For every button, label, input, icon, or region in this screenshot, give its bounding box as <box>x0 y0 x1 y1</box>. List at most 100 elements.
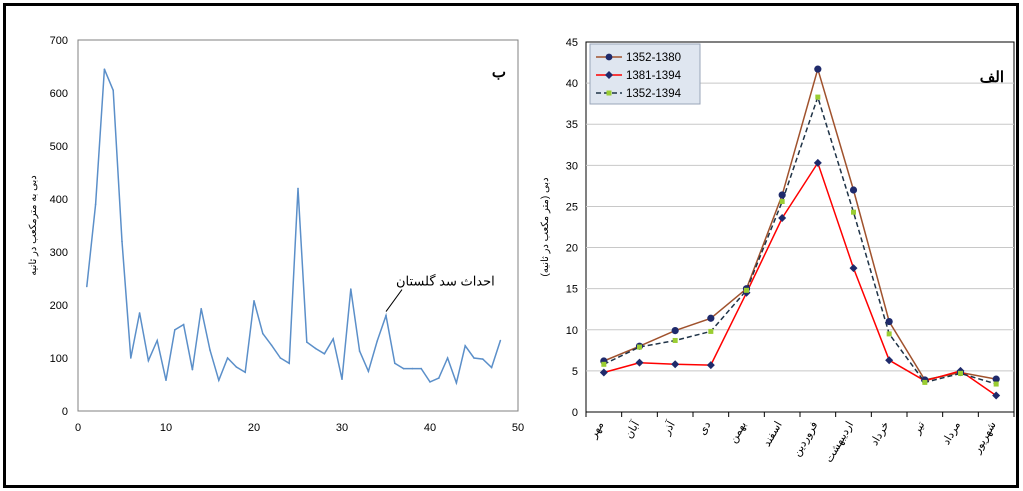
panel-label: ب <box>492 64 506 81</box>
data-point <box>358 350 361 352</box>
marker-square <box>958 370 963 376</box>
data-point <box>94 203 97 206</box>
marker-circle <box>849 186 858 194</box>
marker-square <box>708 328 714 334</box>
x-tick-label: مرداد <box>940 419 963 447</box>
y-axis-label: دبی به مترمکعب در ثانیه <box>28 175 39 276</box>
data-point <box>191 368 194 371</box>
data-point <box>182 323 185 326</box>
data-point <box>86 285 88 288</box>
chart-alef-svg: 0 5 10 15 20 25 30 35 40 45 مهر آبان آذر دی بهمن اسفند ف… <box>540 37 1015 465</box>
x-tick-label: آذر <box>659 418 678 438</box>
annotation-leader <box>385 289 403 312</box>
data-point <box>156 339 158 342</box>
x-tick-label: خرداد <box>869 420 892 448</box>
x-tick-label: 30 <box>336 422 348 434</box>
data-point <box>130 357 132 359</box>
data-point <box>385 314 387 317</box>
data-point <box>464 345 467 347</box>
x-tick-label: دی <box>696 419 713 437</box>
y-tick-label: 45 <box>566 37 578 49</box>
marker-square <box>779 199 785 205</box>
data-point <box>306 341 308 343</box>
marker-circle <box>992 375 1000 383</box>
legend-marker <box>605 53 613 61</box>
x-tick-label: اردیبهشت <box>823 420 856 465</box>
data-point <box>341 378 343 381</box>
marker-circle <box>885 317 893 326</box>
data-point <box>455 382 458 384</box>
annotation-text: احداث سد گلستان <box>396 274 495 289</box>
marker-circle <box>814 65 822 73</box>
data-point <box>297 187 299 190</box>
data-point <box>235 366 238 368</box>
x-tick-label: آبان <box>622 418 643 441</box>
data-point <box>103 68 106 70</box>
plot-area-b <box>77 39 519 412</box>
data-point <box>218 379 220 382</box>
y-tick-label: 10 <box>566 325 578 337</box>
data-point <box>499 339 502 342</box>
data-point <box>429 381 431 383</box>
data-point <box>332 338 335 340</box>
y-tick-label: 25 <box>566 201 578 213</box>
marker-diamond <box>992 391 1001 400</box>
x-tick-label: مهر <box>587 419 606 441</box>
y-tick-label: 0 <box>62 406 68 418</box>
y-tick-label: 300 <box>50 247 68 259</box>
data-point <box>262 332 264 335</box>
data-point <box>165 379 167 382</box>
y-axis-label: دبی (متر مکعب در ثانیه) <box>540 177 551 276</box>
y-tick-label: 5 <box>572 366 578 378</box>
y-tick-label: 40 <box>566 78 578 90</box>
data-point <box>138 312 141 314</box>
data-point <box>253 299 255 302</box>
marker-square <box>815 94 821 100</box>
legend-marker <box>606 90 612 96</box>
y-tick-label: 700 <box>50 35 68 47</box>
marker-circle <box>671 327 679 335</box>
x-tick-label: شهریور <box>971 420 999 457</box>
data-point <box>394 362 396 365</box>
legend-label: 1352-1380 <box>626 52 681 64</box>
y-tick-label: 15 <box>566 284 578 296</box>
figure-frame: 0 100 200 300 400 500 600 700 0 10 20 30 40 50 دبی به … <box>3 3 1019 488</box>
x-tick-label: بهمن <box>727 420 749 446</box>
y-tick-label: 600 <box>50 88 68 100</box>
data-point <box>376 340 379 342</box>
data-point <box>314 347 317 350</box>
data-point <box>482 358 484 360</box>
marker-diamond <box>849 264 858 273</box>
legend-label: 1352-1394 <box>626 88 682 100</box>
marker-diamond <box>885 356 894 365</box>
marker-circle <box>778 191 786 199</box>
y-tick-label: 30 <box>566 160 578 172</box>
chart-panel-b: 0 100 200 300 400 500 600 700 0 10 20 30 40 50 دبی به … <box>18 18 528 488</box>
marker-diamond <box>778 213 787 222</box>
y-tick-label: 200 <box>50 300 68 312</box>
x-tick-label: 20 <box>248 422 260 434</box>
data-point <box>288 362 291 365</box>
data-point <box>438 377 440 379</box>
data-point <box>226 357 229 359</box>
marker-square <box>922 379 928 385</box>
data-point <box>490 366 493 369</box>
y-tick-label: 100 <box>50 353 68 365</box>
y-tick-label: 35 <box>566 119 578 131</box>
legend-marker <box>605 71 613 79</box>
data-point <box>411 367 414 370</box>
panel-label: الف <box>980 69 1004 86</box>
marker-square <box>744 287 749 293</box>
y-tick-label: 20 <box>566 243 578 255</box>
marker-square <box>672 337 678 343</box>
series-line-discharge <box>86 68 502 386</box>
marker-square <box>993 381 999 387</box>
legend-label: 1381-1394 <box>626 70 682 82</box>
data-point <box>350 288 352 290</box>
data-point <box>244 371 246 374</box>
data-point <box>270 344 273 347</box>
y-tick-label: 500 <box>50 141 68 153</box>
marker-diamond <box>635 358 644 367</box>
data-point <box>420 367 423 370</box>
marker-square <box>851 209 856 215</box>
